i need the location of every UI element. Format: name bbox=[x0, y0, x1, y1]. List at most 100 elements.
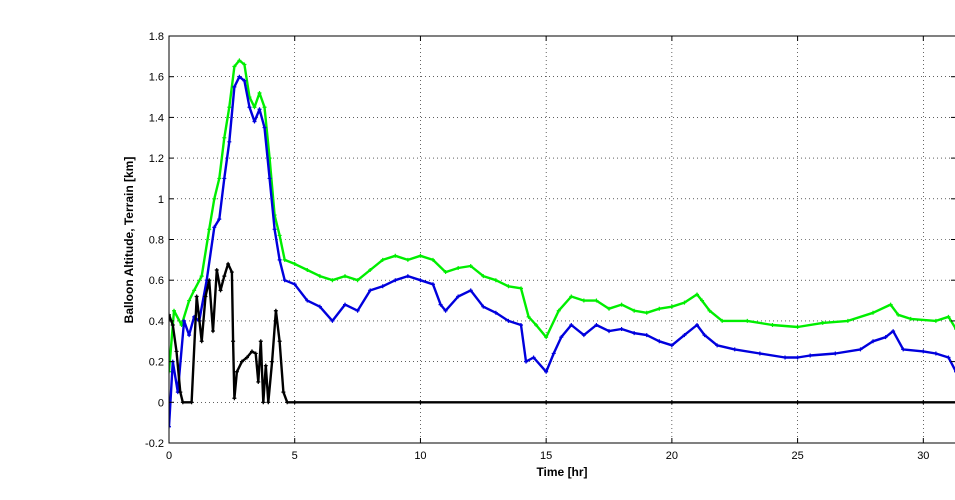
series-0-point bbox=[888, 302, 893, 307]
x-tick-label: 10 bbox=[414, 450, 426, 462]
series-2-point bbox=[292, 400, 297, 405]
series-0-point bbox=[282, 257, 287, 262]
series-1-point bbox=[795, 355, 800, 360]
series-2-point bbox=[207, 278, 212, 283]
series-1-point bbox=[607, 329, 612, 334]
series-2-point bbox=[178, 390, 183, 395]
series-2-point bbox=[270, 359, 275, 364]
series-1-point bbox=[380, 284, 385, 289]
series-0-point bbox=[820, 320, 825, 325]
series-2-point bbox=[194, 294, 199, 299]
series-1-point bbox=[519, 322, 524, 327]
series-0-point bbox=[456, 265, 461, 270]
series-1-point bbox=[317, 304, 322, 309]
series-0-point bbox=[594, 298, 599, 303]
series-0-group bbox=[169, 58, 955, 374]
series-1-point bbox=[343, 302, 348, 307]
series-2-point bbox=[244, 355, 249, 360]
series-0-point bbox=[343, 274, 348, 279]
series-1-point bbox=[493, 310, 498, 315]
series-0-point bbox=[871, 310, 876, 315]
series-1-point bbox=[330, 318, 335, 323]
series-1-point bbox=[544, 369, 549, 374]
series-0-point bbox=[581, 298, 586, 303]
series-1-point bbox=[702, 333, 707, 338]
series-2-point bbox=[261, 400, 266, 405]
series-1-point bbox=[757, 351, 762, 356]
series-0-point bbox=[277, 233, 282, 238]
series-1-point bbox=[355, 308, 360, 313]
series-2-point bbox=[418, 400, 423, 405]
series-0-point bbox=[569, 294, 574, 299]
series-1-point bbox=[581, 333, 586, 338]
x-tick-labels: 0 5 10 15 20 25 30 bbox=[166, 450, 930, 462]
series-0-point bbox=[355, 278, 360, 283]
series-1-point bbox=[506, 318, 511, 323]
series-0-point bbox=[506, 284, 511, 289]
series-2-group bbox=[169, 261, 955, 405]
series-2-point bbox=[253, 351, 258, 356]
series-1-point bbox=[169, 424, 171, 429]
series-0-point bbox=[481, 274, 486, 279]
series-0-point bbox=[405, 257, 410, 262]
series-1-point bbox=[933, 351, 938, 356]
series-1-point bbox=[418, 278, 423, 283]
series-0-point bbox=[695, 292, 700, 297]
series-1-point bbox=[559, 335, 564, 340]
series-1-point bbox=[217, 217, 222, 222]
series-2-point bbox=[211, 329, 216, 334]
series-2-point bbox=[180, 400, 185, 405]
series-1-point bbox=[232, 84, 237, 89]
series-1-point bbox=[368, 288, 373, 293]
y-tick-label: 1.6 bbox=[149, 72, 164, 84]
series-1-point bbox=[212, 225, 217, 230]
series-0-point bbox=[393, 253, 398, 258]
series-0-point bbox=[222, 135, 227, 140]
series-1-point bbox=[569, 322, 574, 327]
series-0-point bbox=[192, 288, 197, 293]
series-1-point bbox=[242, 78, 247, 83]
series-2-point bbox=[214, 268, 219, 273]
series-0-point bbox=[745, 318, 750, 323]
series-0-point bbox=[172, 308, 177, 313]
data-series-group bbox=[169, 58, 955, 429]
series-1-point bbox=[871, 339, 876, 344]
series-2-point bbox=[189, 400, 194, 405]
series-1-point bbox=[551, 351, 556, 356]
series-1-point bbox=[644, 333, 649, 338]
series-0-point bbox=[252, 105, 257, 110]
series-1-point bbox=[669, 343, 674, 348]
series-1-point bbox=[305, 298, 310, 303]
series-0-point bbox=[896, 312, 901, 317]
series-0-point bbox=[526, 314, 531, 319]
series-1-point bbox=[443, 308, 448, 313]
series-1-point bbox=[833, 351, 838, 356]
series-2-line bbox=[169, 262, 955, 404]
series-2-point bbox=[203, 294, 208, 299]
series-2-point bbox=[277, 339, 282, 344]
series-1-point bbox=[237, 74, 242, 79]
series-2-point bbox=[921, 400, 926, 405]
series-0-point bbox=[707, 308, 712, 313]
series-1-point bbox=[257, 107, 262, 112]
series-0-point bbox=[217, 176, 222, 181]
series-1-point bbox=[227, 139, 232, 144]
series-1-point bbox=[468, 288, 473, 293]
series-1-point bbox=[883, 335, 888, 340]
series-0-point bbox=[317, 274, 322, 279]
series-1-point bbox=[891, 329, 896, 334]
series-1-point bbox=[222, 176, 227, 181]
series-2-point bbox=[285, 400, 290, 405]
series-0-point bbox=[795, 325, 800, 330]
series-0-point bbox=[468, 263, 473, 268]
series-2-point bbox=[226, 261, 231, 266]
series-1-point bbox=[808, 353, 813, 358]
series-0-point bbox=[700, 298, 705, 303]
series-0-point bbox=[607, 306, 612, 311]
series-0-point bbox=[720, 318, 725, 323]
y-axis-label: Balloon Altitude, Terrain [km] bbox=[122, 157, 136, 324]
series-1-point bbox=[267, 176, 272, 181]
x-tick-label: 30 bbox=[917, 450, 929, 462]
series-2-point bbox=[263, 363, 268, 368]
